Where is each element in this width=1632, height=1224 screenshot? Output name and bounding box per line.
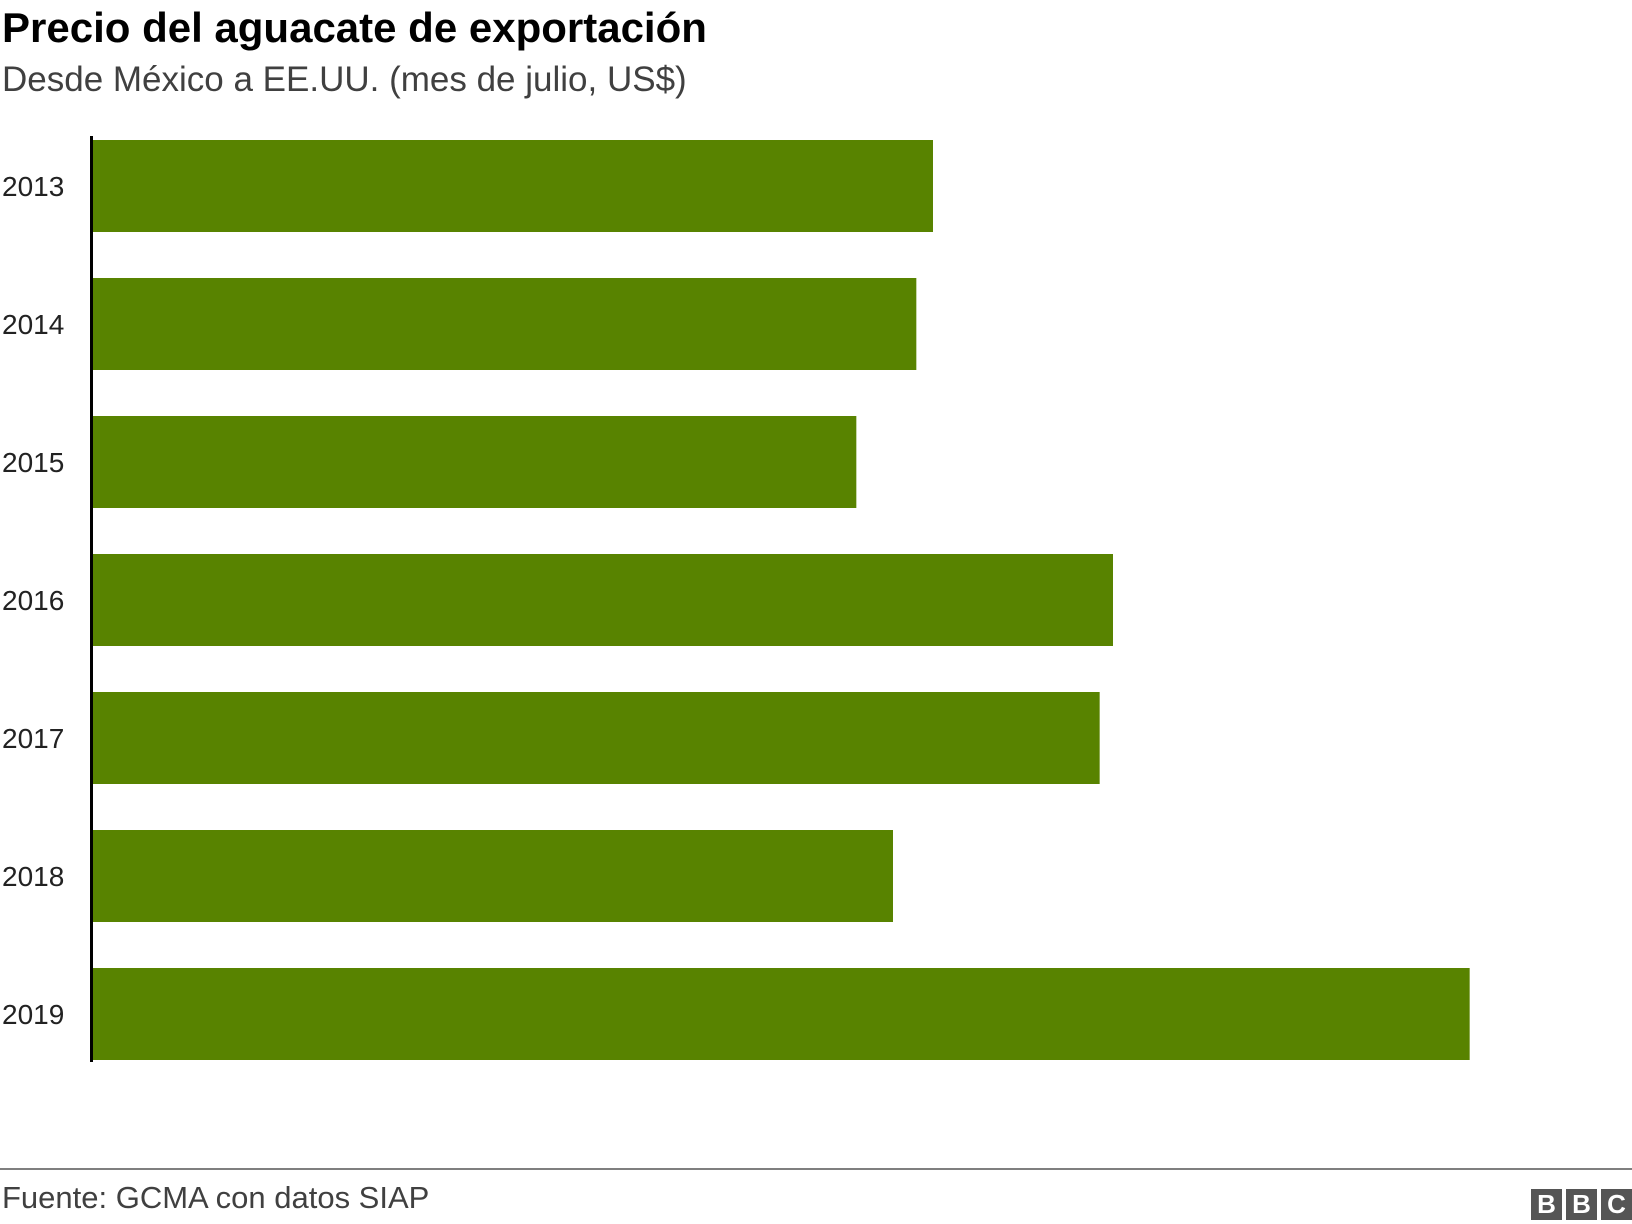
chart-subtitle: Desde México a EE.UU. (mes de julio, US$… [2, 60, 687, 99]
x-tick-label: 3,5 [1240, 1116, 1279, 1120]
bar-chart: 2013 2014 2015 2016 2017 2018 2019 0,0 0,5 1,0 1,… [2, 136, 1613, 1120]
bars-group [93, 140, 1470, 1060]
x-tick-labels: 0,0 0,5 1,0 1,5 2,0 2,5 3,0 3,5 4,0 4,5 [74, 1116, 1613, 1120]
category-label: 2013 [2, 171, 64, 202]
category-label: 2019 [2, 999, 64, 1030]
bar-2018 [93, 830, 893, 922]
category-label: 2016 [2, 585, 64, 616]
logo-letter: C [1601, 1189, 1632, 1220]
chart-title: Precio del aguacate de exportación [2, 4, 707, 51]
bar-2014 [93, 278, 917, 370]
footer-divider [0, 1168, 1632, 1170]
x-tick-label: 4,0 [1407, 1116, 1446, 1120]
bar-2016 [93, 554, 1113, 646]
x-tick-label: 0,0 [74, 1116, 113, 1120]
x-tick-label: 1,0 [407, 1116, 446, 1120]
x-tick-label: 3,0 [1074, 1116, 1113, 1120]
bar-2019 [93, 968, 1470, 1060]
x-tick-label: 2,0 [740, 1116, 779, 1120]
x-tick-label: 2,5 [907, 1116, 946, 1120]
x-tick-label: 1,5 [574, 1116, 613, 1120]
bar-2013 [93, 140, 933, 232]
bar-2015 [93, 416, 857, 508]
category-label: 2015 [2, 447, 64, 478]
category-label: 2017 [2, 723, 64, 754]
x-tick-label: 4,5 [1574, 1116, 1613, 1120]
bar-2017 [93, 692, 1100, 784]
logo-letter: B [1566, 1189, 1597, 1220]
bbc-logo: B B C [1531, 1189, 1632, 1220]
source-note: Fuente: GCMA con datos SIAP [2, 1180, 430, 1215]
category-label: 2014 [2, 309, 64, 340]
x-tick-label: 0,5 [240, 1116, 279, 1120]
logo-letter: B [1531, 1189, 1562, 1220]
category-label: 2018 [2, 861, 64, 892]
category-labels: 2013 2014 2015 2016 2017 2018 2019 [2, 171, 64, 1030]
